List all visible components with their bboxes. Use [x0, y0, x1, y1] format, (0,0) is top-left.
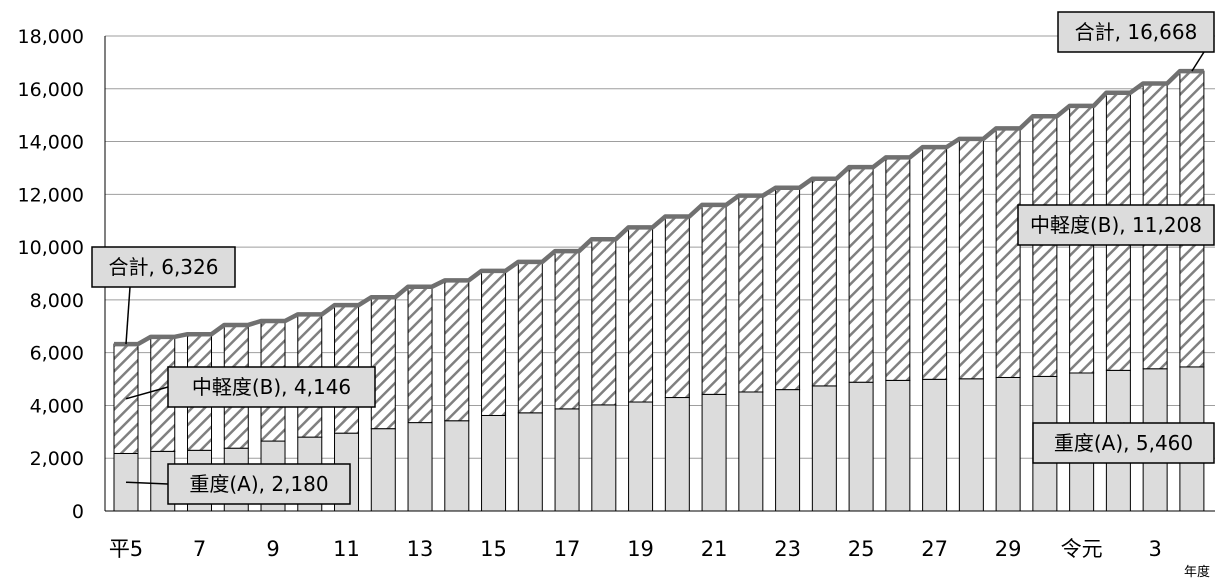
callout: 中軽度(B), 11,208	[1017, 204, 1215, 246]
bar-severe	[885, 379, 911, 512]
y-tick-label: 16,000	[18, 79, 84, 101]
x-tick-label: 19	[627, 537, 654, 561]
bar-light	[444, 279, 470, 422]
bar-severe	[958, 378, 984, 512]
bar-light	[775, 187, 801, 391]
callout: 重度(A), 2,180	[125, 463, 351, 505]
y-tick-label: 12,000	[18, 184, 84, 206]
bar-severe	[628, 401, 654, 512]
x-tick-label: 15	[480, 537, 507, 561]
x-tick-label: 7	[193, 537, 206, 561]
y-tick-label: 18,000	[18, 26, 84, 48]
y-tick-label: 4,000	[30, 395, 84, 417]
callout-label: 合計, 16,668	[1075, 20, 1198, 44]
bar-light	[628, 226, 654, 403]
x-tick-label: 27	[921, 537, 948, 561]
callout-leader	[1191, 51, 1205, 72]
x-unit-label: 年度	[1184, 564, 1210, 580]
x-tick-label: 21	[701, 537, 728, 561]
callout-label: 中軽度(B), 11,208	[1030, 213, 1202, 237]
bar-severe	[407, 422, 433, 512]
callout: 合計, 6,326	[91, 246, 236, 345]
callout-box	[167, 463, 351, 505]
callout-leader	[125, 386, 169, 400]
bar-light	[554, 250, 580, 410]
bar-light	[885, 156, 911, 381]
bar-severe	[554, 408, 580, 512]
x-tick-label: 13	[407, 537, 434, 561]
bar-light	[1032, 115, 1058, 377]
x-tick-label: 17	[554, 537, 581, 561]
total-series-line	[114, 68, 1204, 347]
bar-severe	[370, 428, 396, 512]
bar-light	[664, 216, 690, 399]
bar-light	[922, 146, 948, 380]
y-tick-label: 14,000	[18, 132, 84, 154]
callout-box	[1032, 422, 1215, 464]
callouts: 合計, 6,326 中軽度(B), 4,146 重度(A), 2,180 合計, 16…	[91, 11, 1215, 505]
y-tick-label: 10,000	[18, 237, 84, 259]
callout-label: 重度(A), 5,460	[1054, 431, 1193, 455]
bar-light	[407, 286, 433, 424]
callout-leader	[125, 286, 131, 345]
callout-box	[1057, 11, 1215, 53]
bar-light	[481, 270, 507, 416]
bar-severe	[481, 414, 507, 512]
y-tick-label: 2,000	[30, 448, 84, 470]
y-axis-ticks: 0 2,000 4,000 6,000 8,000 10,000 12,000 14,000 1…	[18, 26, 84, 523]
bar-light	[995, 127, 1021, 378]
bar-light	[811, 178, 837, 387]
bar-severe	[848, 381, 874, 512]
bar-light	[370, 296, 396, 430]
x-tick-label: 11	[333, 537, 360, 561]
x-tick-label: 3	[1148, 537, 1161, 561]
callout-box	[1017, 204, 1215, 246]
x-tick-label: 9	[266, 537, 279, 561]
callout-label: 重度(A), 2,180	[189, 472, 328, 496]
x-tick-label: 23	[774, 537, 801, 561]
y-tick-label: 8,000	[30, 290, 84, 312]
x-axis-ticks: 平5 7 9 11 13 15 17 19 21 23 25 27 29 令元 3	[109, 537, 1162, 561]
bar-severe	[517, 412, 543, 512]
bar-severe	[775, 389, 801, 512]
bar-light	[591, 238, 617, 406]
callout-leader	[125, 481, 169, 485]
callout: 重度(A), 5,460	[1032, 422, 1215, 464]
callout: 合計, 16,668	[1057, 11, 1215, 72]
bar-severe	[811, 385, 837, 512]
x-tick-label: 29	[995, 537, 1022, 561]
y-tick-label: 6,000	[30, 343, 84, 365]
bar-light	[848, 166, 874, 383]
bar-severe	[701, 393, 727, 512]
bar-severe	[444, 420, 470, 512]
x-tick-label: 平5	[109, 537, 143, 561]
bar-severe	[591, 404, 617, 512]
bar-light	[738, 195, 764, 393]
bar-light	[517, 261, 543, 414]
bar-severe	[995, 376, 1021, 512]
callout-box	[167, 366, 376, 408]
bar-severe	[738, 391, 764, 512]
bar-light	[701, 204, 727, 395]
x-tick-label: 令元	[1061, 537, 1103, 561]
total-line	[114, 68, 1204, 347]
callout-box	[91, 246, 236, 288]
callout: 中軽度(B), 4,146	[125, 366, 376, 408]
callout-label: 中軽度(B), 4,146	[192, 375, 351, 399]
callout-label: 合計, 6,326	[109, 255, 219, 279]
bar-severe	[922, 378, 948, 512]
bar-severe	[664, 397, 690, 512]
bar-light	[958, 138, 984, 380]
x-tick-label: 25	[848, 537, 875, 561]
y-tick-label: 0	[72, 501, 84, 523]
